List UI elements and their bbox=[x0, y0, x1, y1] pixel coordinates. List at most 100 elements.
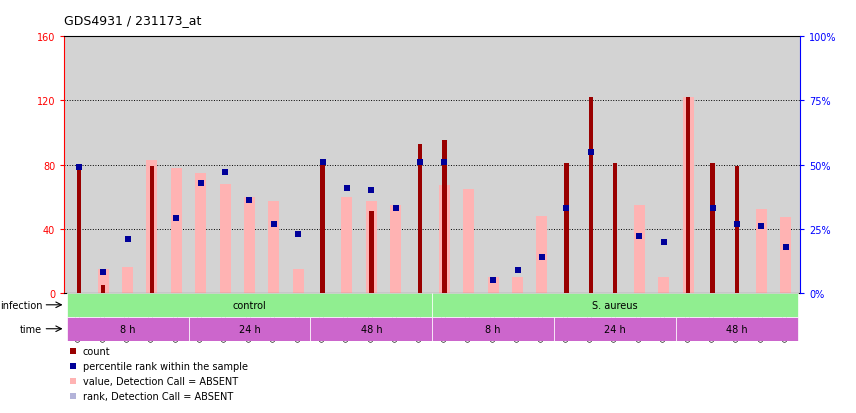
Point bbox=[340, 185, 354, 192]
Bar bbox=[734, 167, 740, 293]
Point bbox=[316, 159, 330, 166]
Text: S. aureus: S. aureus bbox=[592, 300, 638, 310]
Text: 24 h: 24 h bbox=[239, 324, 260, 334]
Bar bbox=[564, 164, 568, 293]
Text: 24 h: 24 h bbox=[604, 324, 626, 334]
Bar bbox=[171, 169, 181, 293]
Point bbox=[511, 267, 525, 273]
Point bbox=[389, 205, 402, 212]
Point bbox=[413, 159, 427, 166]
Bar bbox=[390, 205, 401, 293]
Point bbox=[779, 244, 793, 250]
Bar bbox=[463, 189, 474, 293]
Bar bbox=[67, 293, 432, 317]
Bar bbox=[756, 210, 767, 293]
Bar bbox=[443, 141, 447, 293]
Bar bbox=[244, 197, 255, 293]
Bar bbox=[101, 285, 105, 293]
Bar bbox=[439, 186, 450, 293]
Point bbox=[560, 205, 574, 212]
Point bbox=[193, 180, 207, 186]
Point bbox=[506, 58, 520, 64]
Point bbox=[486, 277, 500, 284]
Point bbox=[705, 205, 719, 212]
Text: 8 h: 8 h bbox=[120, 324, 135, 334]
Bar bbox=[554, 317, 676, 341]
Point bbox=[657, 239, 671, 245]
Text: GDS4931 / 231173_at: GDS4931 / 231173_at bbox=[64, 14, 201, 27]
Point bbox=[754, 223, 768, 230]
Text: count: count bbox=[82, 347, 110, 357]
Bar bbox=[268, 202, 279, 293]
Bar bbox=[589, 98, 593, 293]
Bar bbox=[366, 202, 377, 293]
Text: 8 h: 8 h bbox=[485, 324, 501, 334]
Point bbox=[657, 239, 671, 245]
Point bbox=[754, 223, 768, 230]
Point bbox=[506, 330, 520, 336]
Bar bbox=[188, 317, 311, 341]
Point bbox=[365, 188, 378, 194]
Bar bbox=[781, 218, 791, 293]
Point bbox=[437, 159, 451, 166]
Point bbox=[535, 254, 549, 261]
Point bbox=[506, 194, 520, 200]
Point bbox=[169, 216, 183, 222]
Bar bbox=[98, 269, 109, 293]
Bar bbox=[220, 184, 230, 293]
Bar bbox=[710, 164, 715, 293]
Text: infection: infection bbox=[0, 300, 42, 310]
Point bbox=[511, 267, 525, 273]
Point bbox=[193, 180, 207, 186]
Bar bbox=[634, 205, 645, 293]
Bar bbox=[418, 145, 422, 293]
Point bbox=[121, 236, 134, 243]
Point bbox=[365, 188, 378, 194]
Point bbox=[267, 221, 281, 227]
Bar bbox=[122, 268, 133, 293]
Bar bbox=[150, 167, 154, 293]
Point bbox=[242, 198, 256, 204]
Bar bbox=[146, 160, 158, 293]
Text: time: time bbox=[21, 324, 42, 334]
Text: value, Detection Call = ABSENT: value, Detection Call = ABSENT bbox=[82, 377, 238, 387]
Point bbox=[633, 233, 646, 240]
Bar bbox=[369, 211, 373, 293]
Point bbox=[486, 277, 500, 284]
Bar bbox=[195, 173, 206, 293]
Bar bbox=[676, 317, 798, 341]
Point bbox=[97, 269, 110, 276]
Point bbox=[121, 236, 134, 243]
Point bbox=[72, 164, 86, 171]
Bar bbox=[658, 277, 669, 293]
Point bbox=[389, 205, 402, 212]
Text: rank, Detection Call = ABSENT: rank, Detection Call = ABSENT bbox=[82, 392, 233, 401]
Bar bbox=[432, 293, 798, 317]
Point bbox=[291, 231, 305, 237]
Point bbox=[267, 221, 281, 227]
Bar bbox=[67, 317, 188, 341]
Bar bbox=[537, 216, 548, 293]
Point bbox=[218, 169, 232, 176]
Text: 48 h: 48 h bbox=[360, 324, 382, 334]
Point bbox=[97, 269, 110, 276]
Bar bbox=[683, 98, 693, 293]
Point bbox=[291, 231, 305, 237]
Bar bbox=[432, 317, 554, 341]
Point bbox=[169, 216, 183, 222]
Point bbox=[535, 254, 549, 261]
Bar bbox=[320, 164, 324, 293]
Bar bbox=[488, 277, 499, 293]
Point bbox=[779, 244, 793, 250]
Bar bbox=[342, 197, 353, 293]
Point bbox=[340, 185, 354, 192]
Bar bbox=[77, 169, 81, 293]
Text: 48 h: 48 h bbox=[726, 324, 748, 334]
Bar bbox=[613, 164, 617, 293]
Point bbox=[730, 221, 744, 227]
Text: percentile rank within the sample: percentile rank within the sample bbox=[82, 362, 247, 372]
Bar bbox=[311, 317, 432, 341]
Bar bbox=[686, 98, 691, 293]
Text: control: control bbox=[233, 300, 266, 310]
Point bbox=[633, 233, 646, 240]
